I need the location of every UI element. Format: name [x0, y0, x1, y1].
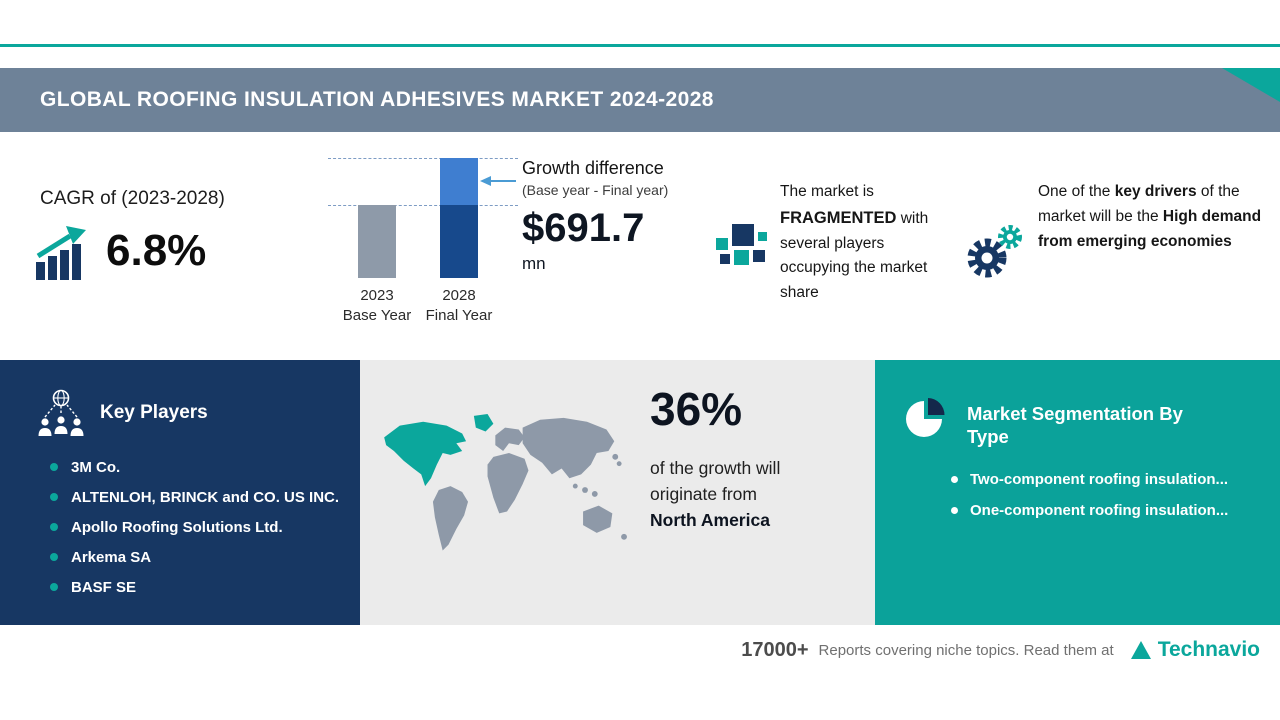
bullet-icon [951, 507, 958, 514]
frag-post: with several players occupying the marke… [780, 209, 929, 302]
x-tick-2023: 2023 Base Year [335, 286, 419, 325]
dashed-gridline-mid [328, 205, 518, 206]
driver-mid: of the market will be the [1038, 183, 1240, 225]
region-line-2: originate from [650, 483, 757, 504]
market-structure-text: The market is FRAGMENTED with several pl… [780, 180, 946, 306]
footer: 17000+ Reports covering niche topics. Re… [741, 638, 1260, 662]
key-players-title: Key Players [100, 402, 208, 423]
bar-2028-base-segment [440, 205, 478, 278]
globe-people-icon [36, 388, 86, 443]
top-accent-line [0, 44, 1280, 47]
region-growth-text: of the growth will originate from North … [650, 456, 780, 534]
x-tick-2023-year: 2023 [360, 287, 394, 304]
technavio-triangle-icon [1130, 641, 1151, 659]
growth-difference-block: Growth difference (Base year - Final yea… [522, 158, 668, 274]
region-panel: 36% of the growth will originate from No… [360, 360, 875, 625]
growth-difference-title: Growth difference [522, 158, 664, 178]
key-player-name: Apollo Roofing Solutions Ltd. [71, 518, 283, 536]
pie-chart-icon [903, 394, 949, 445]
bullet-icon [50, 553, 58, 561]
bar-2023 [358, 205, 396, 278]
growth-bar-chart: 2023 Base Year 2028 Final Year [328, 150, 518, 326]
page-title: GLOBAL ROOFING INSULATION ADHESIVES MARK… [40, 88, 714, 111]
region-name: North America [650, 509, 770, 530]
region-line-1: of the growth will [650, 458, 781, 478]
driver-pre: One of the [1038, 183, 1111, 200]
header-band: GLOBAL ROOFING INSULATION ADHESIVES MARK… [0, 68, 1280, 132]
cagr-value: 6.8% [106, 226, 207, 275]
bullet-icon [50, 523, 58, 531]
header-corner-accent [1222, 68, 1280, 102]
list-item: One-component roofing insulation... [951, 495, 1228, 526]
key-players-list: 3M Co. ALTENLOH, BRINCK and CO. US INC. … [50, 452, 339, 602]
segmentation-panel: Market Segmentation By Type Two-componen… [875, 360, 1280, 625]
key-players-panel: Key Players 3M Co. ALTENLOH, BRINCK and … [0, 360, 360, 625]
growth-difference-value: $691.7 [522, 206, 645, 250]
footer-text: Reports covering niche topics. Read them… [818, 641, 1114, 659]
list-item: 3M Co. [50, 452, 339, 482]
bullet-icon [50, 493, 58, 501]
list-item: Apollo Roofing Solutions Ltd. [50, 512, 339, 542]
segmentation-title: Market Segmentation By Type [967, 403, 1183, 448]
segment-name: Two-component roofing insulation... [970, 471, 1229, 488]
key-player-name: BASF SE [71, 578, 137, 596]
frag-highlight: FRAGMENTED [780, 208, 897, 227]
region-growth-stat: 36% [650, 383, 743, 435]
segment-name: One-component roofing insulation... [970, 502, 1229, 519]
world-map [374, 412, 642, 573]
driver-bold-1: key drivers [1114, 183, 1197, 200]
bullet-icon [50, 583, 58, 591]
stats-row: CAGR of (2023-2028) 6.8% [0, 132, 1280, 360]
growth-difference-subtitle: (Base year - Final year) [522, 182, 669, 198]
x-tick-2023-label: Base Year [342, 306, 412, 324]
bullet-icon [50, 463, 58, 471]
key-player-name: ALTENLOH, BRINCK and CO. US INC. [71, 488, 340, 506]
growth-difference-unit: mn [522, 254, 546, 273]
key-player-name: 3M Co. [71, 458, 121, 476]
list-item: Two-component roofing insulation... [951, 464, 1228, 495]
fragmented-squares-icon [716, 220, 768, 277]
growth-pointer-arrow-icon [480, 174, 516, 192]
bullet-icon [951, 476, 958, 483]
brand-name: Technavio [1157, 638, 1260, 661]
report-count: 17000+ [741, 638, 809, 661]
bar-2028 [440, 158, 478, 278]
list-item: BASF SE [50, 572, 339, 602]
bar-chart-up-arrow-icon [36, 224, 90, 285]
bar-2028-growth-segment [440, 158, 478, 205]
list-item: ALTENLOH, BRINCK and CO. US INC. [50, 482, 339, 512]
driver-bold-2: High demand from emerging economies [1038, 207, 1262, 250]
list-item: Arkema SA [50, 542, 339, 572]
x-tick-2028-year: 2028 [442, 287, 476, 304]
cagr-label: CAGR of (2023-2028) [40, 188, 225, 209]
key-player-name: Arkema SA [71, 548, 152, 566]
key-driver-text: One of the key drivers of the market wil… [1038, 180, 1264, 254]
dashed-gridline-top [328, 158, 518, 159]
gears-icon [964, 222, 1024, 285]
segmentation-list: Two-component roofing insulation... One-… [951, 464, 1228, 526]
technavio-logo[interactable]: Technavio [1130, 638, 1260, 662]
x-tick-2028-label: Final Year [425, 306, 493, 324]
x-tick-2028: 2028 Final Year [417, 286, 501, 325]
frag-pre: The market is [780, 183, 874, 200]
